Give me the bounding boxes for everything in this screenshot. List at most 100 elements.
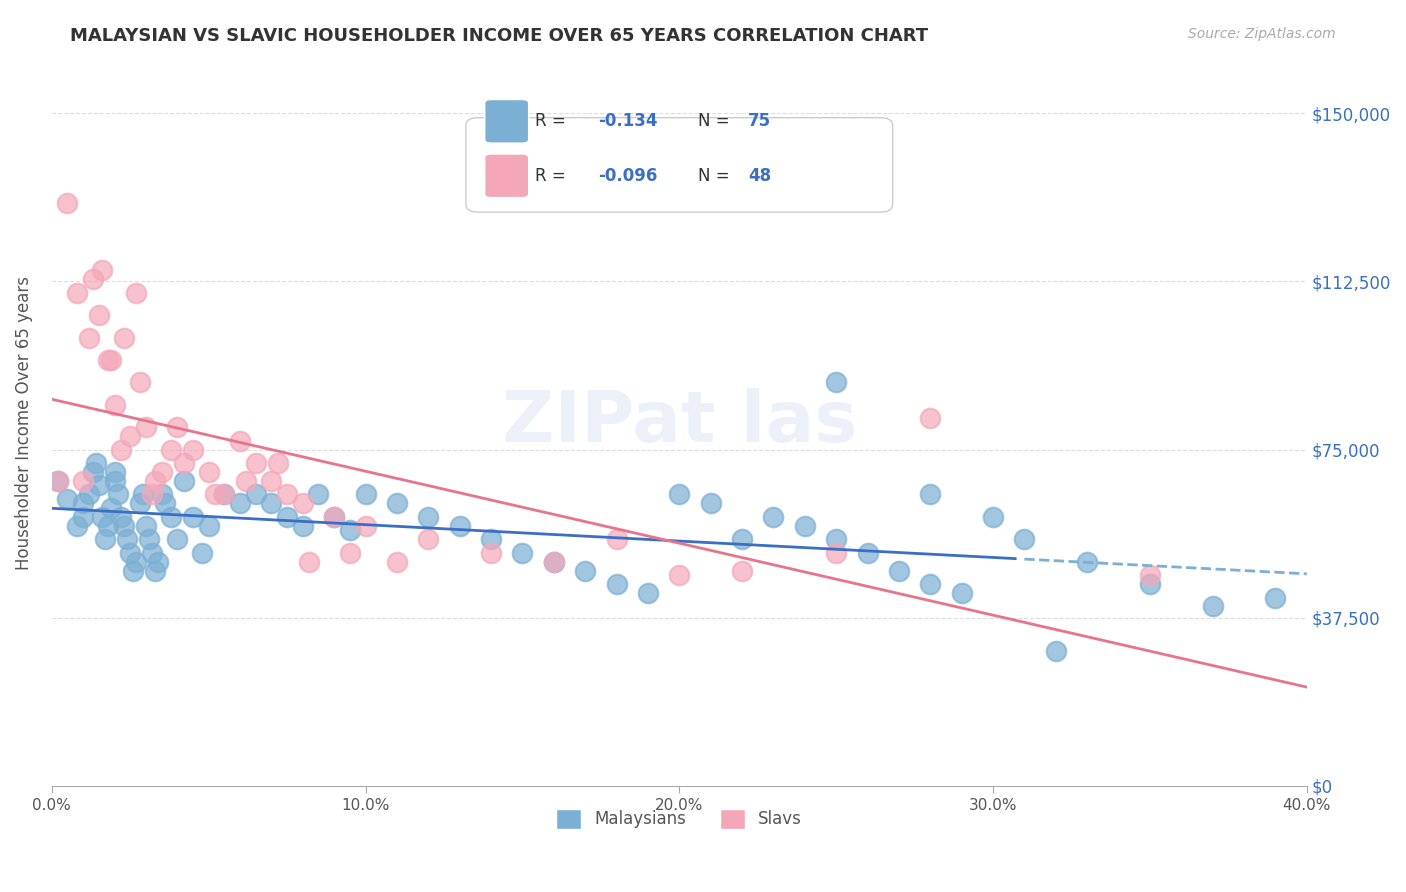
Point <box>56 196 79 211</box>
Point <box>135 420 157 434</box>
Point <box>291 518 314 533</box>
Point <box>245 487 267 501</box>
FancyBboxPatch shape <box>485 100 529 143</box>
Point <box>235 474 257 488</box>
Point <box>197 518 219 533</box>
Point <box>72 509 94 524</box>
Point <box>160 442 183 457</box>
Point <box>97 518 120 533</box>
Point <box>97 353 120 368</box>
Point <box>543 555 565 569</box>
Point <box>191 546 214 560</box>
Point <box>920 487 942 501</box>
Point <box>512 546 534 560</box>
FancyBboxPatch shape <box>485 154 529 197</box>
Point <box>1201 599 1223 614</box>
Point <box>148 555 170 569</box>
Point <box>112 330 135 344</box>
Point <box>668 568 690 582</box>
Point <box>120 429 142 443</box>
Point <box>385 496 408 510</box>
Text: N =: N = <box>699 167 730 185</box>
Point <box>120 546 142 560</box>
Point <box>1264 591 1286 605</box>
Point <box>66 518 89 533</box>
Point <box>1014 533 1036 547</box>
Point <box>543 555 565 569</box>
Point <box>449 518 471 533</box>
Point <box>856 546 879 560</box>
Point <box>298 555 321 569</box>
Point <box>981 509 1004 524</box>
Point <box>181 509 204 524</box>
Point <box>46 474 69 488</box>
Point <box>793 518 815 533</box>
Point <box>731 533 754 547</box>
Legend: Malaysians, Slavs: Malaysians, Slavs <box>550 802 808 836</box>
Point <box>605 533 627 547</box>
Point <box>1139 577 1161 591</box>
Point <box>91 509 114 524</box>
Point <box>46 474 69 488</box>
Point <box>1139 568 1161 582</box>
Y-axis label: Householder Income Over 65 years: Householder Income Over 65 years <box>15 276 32 570</box>
Point <box>479 533 502 547</box>
Point <box>160 509 183 524</box>
Point <box>66 285 89 300</box>
Point <box>323 509 346 524</box>
Point <box>87 478 110 492</box>
Point <box>266 456 288 470</box>
Point <box>418 533 440 547</box>
Point <box>110 442 132 457</box>
Point <box>141 487 163 501</box>
Point <box>79 330 101 344</box>
Point <box>339 523 361 537</box>
Point <box>354 487 377 501</box>
Point <box>323 509 346 524</box>
Point <box>107 487 129 501</box>
Point <box>825 533 848 547</box>
Point <box>138 533 160 547</box>
Point <box>825 376 848 390</box>
Point <box>920 411 942 425</box>
Point <box>637 586 659 600</box>
Point <box>82 465 104 479</box>
Point <box>82 272 104 286</box>
Text: -0.096: -0.096 <box>598 167 657 185</box>
Point <box>150 487 173 501</box>
Point <box>91 263 114 277</box>
Text: R =: R = <box>534 112 565 130</box>
Point <box>418 509 440 524</box>
Point <box>150 465 173 479</box>
Point <box>173 474 195 488</box>
Point <box>229 434 252 448</box>
Point <box>214 487 236 501</box>
Point <box>1076 555 1098 569</box>
Point <box>115 533 138 547</box>
Point <box>731 564 754 578</box>
Point <box>103 474 125 488</box>
Point <box>103 398 125 412</box>
Point <box>1045 644 1067 658</box>
Point <box>166 533 188 547</box>
Point <box>605 577 627 591</box>
Text: MALAYSIAN VS SLAVIC HOUSEHOLDER INCOME OVER 65 YEARS CORRELATION CHART: MALAYSIAN VS SLAVIC HOUSEHOLDER INCOME O… <box>70 27 928 45</box>
Point <box>385 555 408 569</box>
Point <box>72 496 94 510</box>
Point <box>276 487 298 501</box>
Point <box>100 500 122 515</box>
Point <box>887 564 910 578</box>
Point <box>56 491 79 506</box>
Point <box>574 564 596 578</box>
Point <box>84 456 107 470</box>
Point <box>128 496 150 510</box>
Point <box>125 555 148 569</box>
Point <box>110 509 132 524</box>
Point <box>920 577 942 591</box>
Text: N =: N = <box>699 112 730 130</box>
Point <box>197 465 219 479</box>
Point <box>135 518 157 533</box>
Point <box>141 546 163 560</box>
Point <box>103 465 125 479</box>
Point <box>762 509 785 524</box>
